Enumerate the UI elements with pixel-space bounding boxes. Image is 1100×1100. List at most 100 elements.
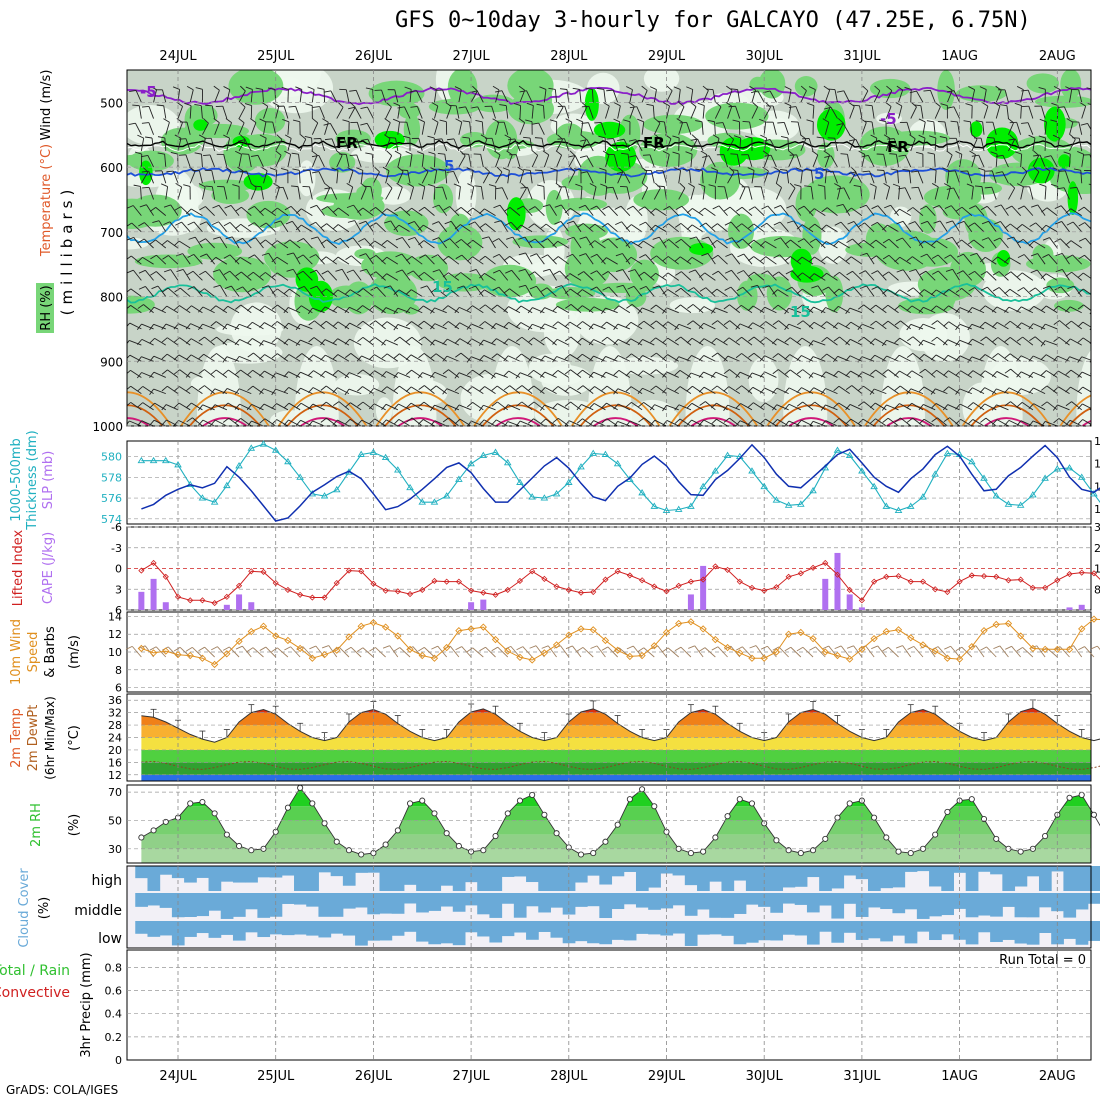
- barb-flag: [344, 388, 350, 396]
- barb-staff: [561, 204, 570, 216]
- barb-flag: [212, 221, 219, 226]
- wind-barb: [309, 221, 325, 233]
- barb-flag: [246, 305, 253, 312]
- barb-flag: [393, 385, 400, 391]
- barb-staff: [411, 336, 423, 346]
- barb-staff: [170, 204, 179, 216]
- barb-staff: [250, 122, 257, 135]
- wind-barb: [275, 134, 283, 152]
- barb-flag: [539, 307, 546, 314]
- wind-barb: [503, 288, 521, 297]
- barb-staff: [301, 305, 313, 314]
- wind-barb: [339, 153, 350, 168]
- wind-barb: [541, 238, 557, 249]
- barb-flag: [186, 305, 192, 311]
- barb-staff: [251, 403, 264, 411]
- barb-staff: [153, 355, 166, 362]
- barb-flag: [174, 206, 182, 211]
- barb-staff: [460, 224, 472, 233]
- barb-staff: [364, 238, 374, 249]
- rh-moist-area: [825, 275, 844, 313]
- wind-barb: [185, 402, 203, 411]
- barb-staff: [288, 387, 301, 395]
- wind-barb: [360, 106, 374, 119]
- wind-barb: [505, 269, 521, 281]
- wind-barb: [388, 137, 399, 151]
- barb-staff: [301, 224, 313, 233]
- barb-staff: [327, 206, 338, 216]
- wind-barb: [406, 336, 423, 346]
- barb-staff: [153, 306, 166, 314]
- barb-flag: [454, 385, 461, 392]
- wind-barb: [194, 152, 203, 168]
- barb-staff: [226, 122, 232, 135]
- rh-moist-area: [1054, 299, 1084, 312]
- barb-flag: [320, 306, 326, 313]
- barb-staff: [181, 221, 191, 233]
- barb-flag: [132, 104, 140, 107]
- barb-staff: [484, 321, 496, 330]
- wind-barb: [516, 385, 533, 394]
- barb-flag: [394, 150, 402, 155]
- barb-flag: [283, 402, 290, 409]
- wind-barb: [542, 150, 550, 168]
- barb-flag: [223, 86, 230, 91]
- wind-barb: [527, 369, 545, 378]
- barb-staff: [424, 336, 435, 346]
- wind-barb: [393, 324, 411, 331]
- barb-flag: [539, 355, 546, 362]
- rh-moist-area: [565, 223, 608, 240]
- barb-flag: [194, 152, 202, 155]
- wind-barb: [127, 255, 142, 265]
- wind-barb: [238, 118, 245, 135]
- rh-saturated-area: [1067, 181, 1079, 216]
- barb-staff: [356, 122, 362, 135]
- barb-flag: [383, 220, 391, 224]
- wind-barb: [284, 134, 292, 152]
- barb-staff: [165, 323, 179, 330]
- wind-barb: [368, 387, 386, 395]
- barb-staff: [507, 404, 521, 411]
- barb-staff: [385, 307, 399, 314]
- barb-staff: [374, 337, 386, 346]
- rh-moist-area: [460, 132, 489, 148]
- barb-flag: [503, 355, 509, 362]
- barb-staff: [253, 352, 264, 362]
- wind-barb: [149, 388, 166, 395]
- barb-flag: [492, 85, 500, 91]
- wind-barb: [210, 419, 228, 426]
- barb-staff: [533, 385, 545, 395]
- wind-barb: [311, 118, 319, 135]
- barb-staff: [223, 186, 228, 200]
- barb-staff: [534, 271, 545, 281]
- barb-staff: [264, 305, 276, 314]
- barb-flag: [203, 118, 209, 124]
- barb-staff: [458, 89, 462, 103]
- barb-staff: [300, 419, 313, 426]
- barb-flag: [478, 404, 484, 412]
- barb-staff: [353, 204, 362, 216]
- wind-barb: [369, 403, 386, 411]
- rh-saturated-area: [506, 197, 526, 231]
- barb-staff: [509, 255, 521, 265]
- barb-flag: [491, 401, 498, 407]
- barb-staff: [276, 256, 289, 265]
- wind-barb: [557, 105, 570, 119]
- barb-staff: [390, 220, 399, 233]
- barb-flag: [541, 254, 548, 259]
- barb-staff: [193, 254, 203, 265]
- wind-barb: [176, 101, 184, 119]
- wind-barb: [248, 205, 264, 216]
- barb-staff: [434, 154, 436, 168]
- barb-flag: [454, 224, 461, 230]
- barb-staff: [365, 253, 374, 265]
- barb-flag: [526, 102, 534, 107]
- barb-flag: [406, 336, 413, 342]
- wind-barb: [429, 86, 437, 103]
- wind-barb: [198, 323, 215, 330]
- barb-flag: [183, 184, 191, 187]
- wind-barb: [203, 154, 216, 168]
- barb-flag: [198, 288, 205, 294]
- barb-staff: [155, 271, 167, 281]
- barb-staff: [397, 154, 402, 168]
